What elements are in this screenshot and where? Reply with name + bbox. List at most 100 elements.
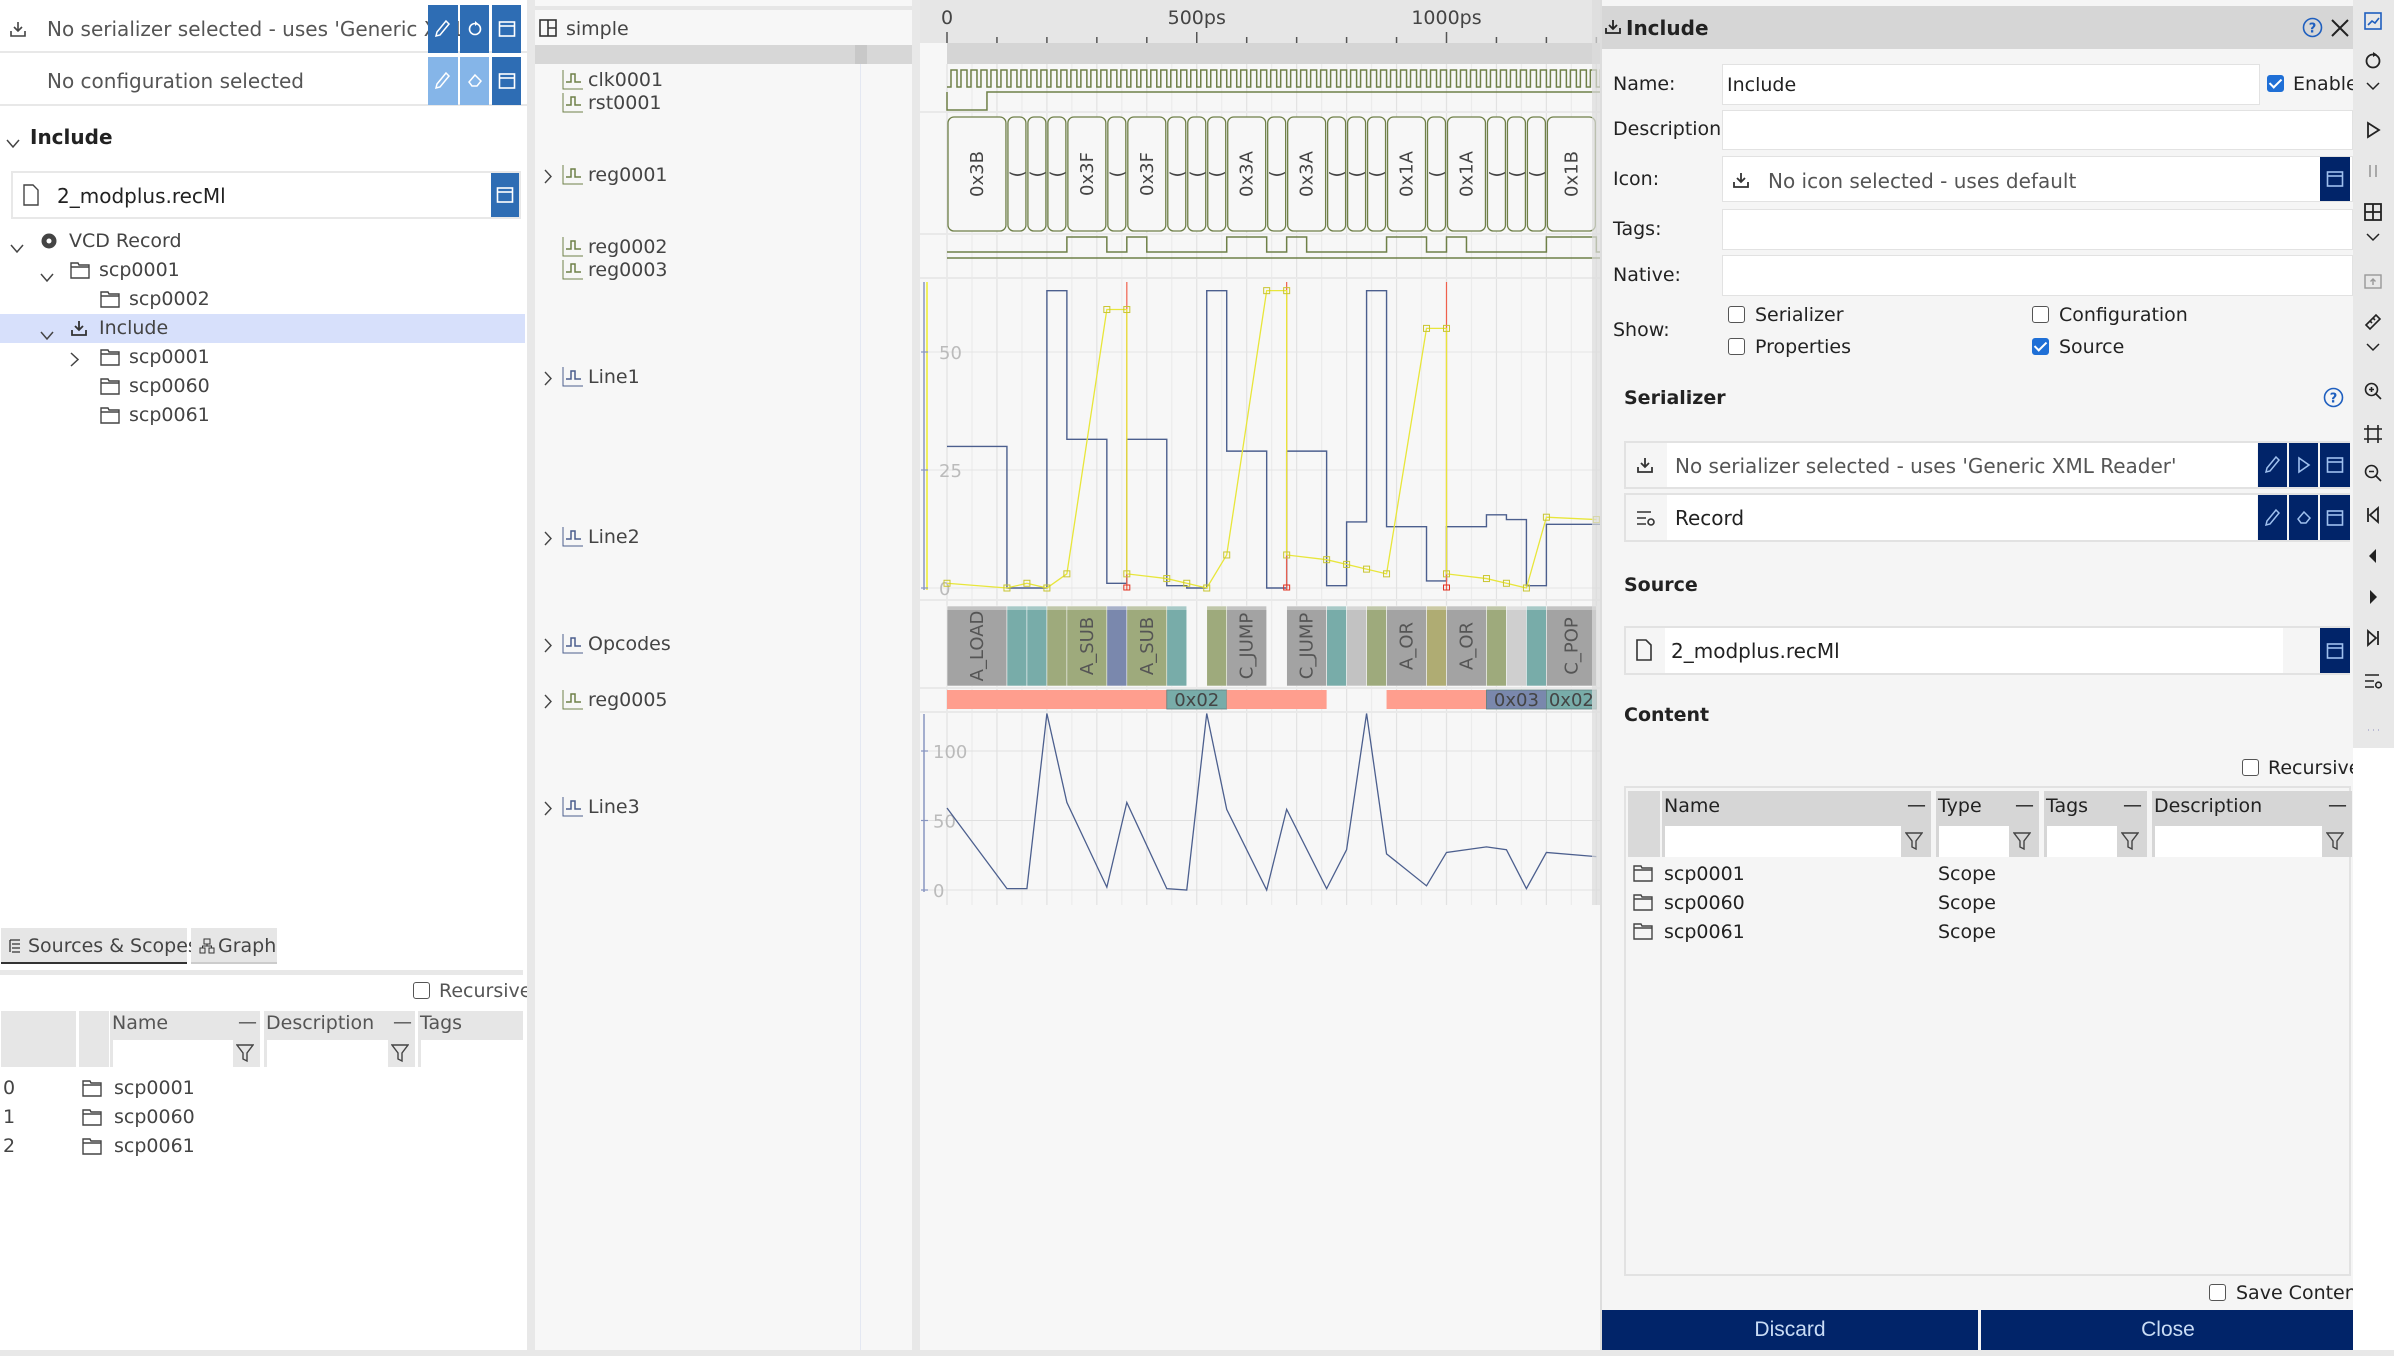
name-input[interactable]: Include: [1722, 64, 2260, 105]
table-row[interactable]: 0 scp0001: [0, 1075, 523, 1104]
more-icon[interactable]: [2363, 720, 2383, 745]
choose-icon-button[interactable]: [2320, 157, 2350, 201]
edit-serializer-button[interactable]: [428, 5, 458, 53]
table-row[interactable]: 1 scp0060: [0, 1104, 523, 1133]
chevron-down-icon[interactable]: [2363, 76, 2383, 101]
edit-configuration-button[interactable]: [428, 57, 458, 105]
splitter-middle[interactable]: [912, 0, 920, 1350]
zoom-in-icon[interactable]: [2363, 381, 2383, 406]
signal-item[interactable]: Line2: [535, 525, 860, 548]
tab-sources-scopes[interactable]: Sources & Scopes: [1, 928, 198, 964]
tree-item[interactable]: VCD Record: [0, 227, 525, 256]
chevron-right-icon[interactable]: [544, 799, 553, 821]
filter-icon[interactable]: [390, 1043, 410, 1068]
column-minimize-icon[interactable]: —: [238, 1011, 257, 1033]
column-minimize-icon[interactable]: —: [1907, 794, 1926, 816]
column-header-type[interactable]: Type —: [1936, 791, 2039, 857]
signal-scroll-bar[interactable]: [535, 45, 912, 64]
open-configuration-window-button[interactable]: [2320, 495, 2350, 540]
edit-serializer-button[interactable]: [2258, 443, 2287, 487]
tree-item[interactable]: scp0002: [0, 285, 525, 314]
source-file-row[interactable]: 2_modplus.recMl: [11, 171, 521, 219]
signal-item[interactable]: reg0005: [535, 688, 860, 711]
layout-icon[interactable]: [2363, 202, 2383, 227]
vertical-scrollbar[interactable]: [1592, 0, 1600, 905]
pause-icon[interactable]: [2363, 161, 2383, 186]
filter-input[interactable]: [1665, 826, 1901, 857]
signal-item[interactable]: reg0001: [535, 163, 860, 186]
signal-item[interactable]: rst0001: [535, 91, 860, 114]
filter-input[interactable]: [267, 1040, 388, 1067]
waveform-view[interactable]: 0 500ps 1000ps 0x3B(((0x3F(0x3F(((0x3A(0x3A…: [920, 0, 1600, 1350]
open-configuration-window-button[interactable]: [492, 57, 521, 105]
chevron-right-icon[interactable]: [544, 636, 553, 658]
tree-item[interactable]: scp0001: [0, 256, 525, 285]
chevron-down-icon[interactable]: [40, 266, 54, 288]
signal-item[interactable]: Opcodes: [535, 632, 860, 655]
signal-item[interactable]: clk0001: [535, 68, 860, 91]
filter-input[interactable]: [2155, 826, 2322, 857]
column-minimize-icon[interactable]: —: [2328, 794, 2347, 816]
clear-configuration-button[interactable]: [2289, 495, 2318, 540]
skip-start-icon[interactable]: [2363, 505, 2383, 530]
step-back-icon[interactable]: [2363, 546, 2383, 571]
tab-graph[interactable]: Graph: [191, 928, 277, 964]
column-minimize-icon[interactable]: —: [2015, 794, 2034, 816]
open-serializer-window-button[interactable]: [2320, 443, 2350, 487]
serializer-help-icon[interactable]: ?: [2323, 387, 2344, 413]
clear-configuration-button[interactable]: [460, 57, 489, 105]
filter-input[interactable]: [421, 1040, 523, 1067]
tree-item[interactable]: scp0061: [0, 401, 525, 430]
serializer-field[interactable]: No serializer selected - uses 'Generic X…: [1667, 443, 2257, 487]
tree-item[interactable]: scp0001: [0, 343, 525, 372]
chevron-down-icon[interactable]: [2363, 227, 2383, 252]
column-header-tags[interactable]: Tags: [418, 1011, 523, 1067]
chevron-down-icon[interactable]: [10, 237, 24, 259]
chart-icon[interactable]: [2363, 11, 2383, 36]
content-recursive-checkbox[interactable]: [2242, 759, 2259, 776]
show-configuration-checkbox[interactable]: [2032, 306, 2049, 323]
tags-input[interactable]: [1722, 209, 2353, 250]
zoom-fit-icon[interactable]: [2363, 424, 2383, 449]
step-forward-icon[interactable]: [2363, 587, 2383, 612]
icon-field[interactable]: No icon selected - uses default: [1722, 156, 2353, 202]
filter-input[interactable]: [113, 1040, 233, 1067]
signal-item[interactable]: Line3: [535, 795, 860, 818]
table-row[interactable]: scp0060 Scope: [1626, 889, 2349, 918]
column-minimize-icon[interactable]: —: [2123, 794, 2142, 816]
chevron-down-icon[interactable]: [2363, 337, 2383, 362]
filter-icon[interactable]: [2120, 831, 2140, 856]
refresh-icon[interactable]: [2363, 51, 2383, 76]
edit-configuration-button[interactable]: [2258, 495, 2287, 540]
table-row[interactable]: scp0001 Scope: [1626, 860, 2349, 889]
filter-settings-icon[interactable]: [2363, 671, 2383, 696]
column-header-description[interactable]: Description —: [2152, 791, 2352, 857]
time-scrollbar[interactable]: [947, 43, 1600, 64]
chevron-right-icon[interactable]: [544, 692, 553, 714]
help-icon[interactable]: ?: [2302, 17, 2323, 43]
column-header-name[interactable]: Name —: [1662, 791, 1931, 857]
table-row[interactable]: scp0061 Scope: [1626, 918, 2349, 947]
filter-icon[interactable]: [2325, 831, 2345, 856]
show-source-checkbox[interactable]: [2032, 338, 2049, 355]
ruler-icon[interactable]: [2363, 312, 2383, 337]
folder-up-icon[interactable]: [2363, 271, 2383, 296]
native-input[interactable]: [1722, 255, 2353, 296]
reload-button[interactable]: [460, 5, 489, 53]
chevron-right-icon[interactable]: [544, 167, 553, 189]
chevron-down-icon[interactable]: [40, 324, 54, 346]
configuration-field[interactable]: Record: [1667, 495, 2257, 540]
enable-checkbox[interactable]: [2267, 75, 2284, 92]
signal-item[interactable]: Line1: [535, 365, 860, 388]
filter-icon[interactable]: [235, 1043, 255, 1068]
open-source-button[interactable]: [491, 173, 519, 217]
run-serializer-button[interactable]: [2289, 443, 2318, 487]
column-header-description[interactable]: Description —: [264, 1011, 415, 1067]
signal-scroll-thumb[interactable]: [855, 45, 867, 64]
column-header-name[interactable]: Name —: [110, 1011, 260, 1067]
save-content-checkbox[interactable]: [2209, 1284, 2226, 1301]
column-minimize-icon[interactable]: —: [393, 1011, 412, 1033]
chevron-right-icon[interactable]: [544, 369, 553, 391]
tree-item[interactable]: Include: [0, 314, 525, 343]
filter-input[interactable]: [1939, 826, 2009, 857]
